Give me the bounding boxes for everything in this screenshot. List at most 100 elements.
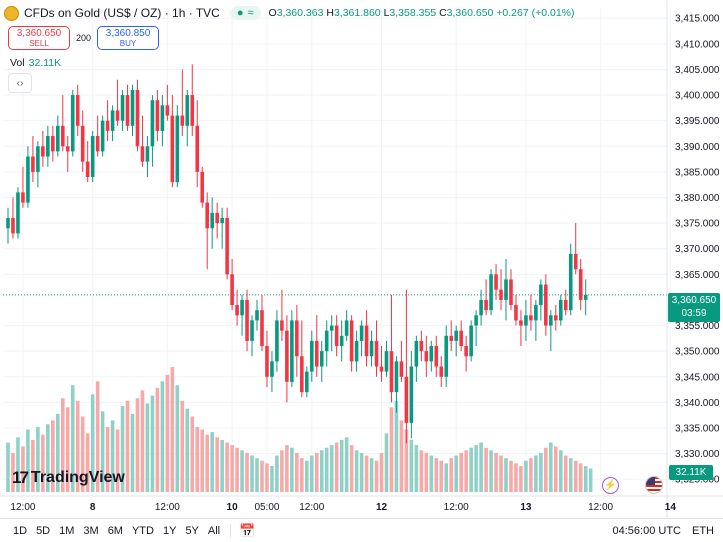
candle-body [80, 125, 85, 162]
timeframe-ytd[interactable]: YTD [131, 524, 154, 537]
candle-body [583, 294, 588, 300]
candle-body [130, 89, 135, 126]
candle-body [484, 299, 488, 311]
utc-clock[interactable]: 04:56:00 UTC [612, 524, 681, 537]
candle-body [384, 351, 389, 372]
volume-bar [539, 452, 543, 492]
time-tick-label: 12:00 [155, 502, 180, 513]
candle-body [225, 217, 229, 275]
volume-bar [175, 385, 180, 492]
volume-bar [195, 426, 200, 492]
timeframe-3m[interactable]: 3M [83, 524, 99, 537]
volume-bar [444, 463, 449, 492]
volume-bar [145, 403, 150, 492]
price-tick-label: 3,405.000 [675, 65, 720, 76]
volume-bar [424, 452, 429, 492]
volume-bar [190, 416, 195, 492]
candle-body [60, 125, 65, 147]
market-status-pill[interactable]: ● ≈ [229, 6, 261, 20]
volume-bar [51, 420, 55, 492]
volume-bar [16, 437, 20, 492]
low-value: 3,358.355 [389, 7, 437, 19]
candle-body [85, 161, 90, 178]
timeframe-1m[interactable]: 1M [59, 524, 75, 537]
candle-body [424, 351, 429, 362]
timeframe-6m[interactable]: 6M [107, 524, 123, 537]
volume-bar [329, 445, 334, 492]
timeframe-all[interactable]: All [207, 524, 221, 537]
candle-body [295, 320, 299, 357]
candle-body [578, 269, 583, 300]
candle-body [414, 340, 419, 367]
candle-body [200, 171, 205, 203]
volume-bar [235, 447, 239, 492]
currency-label[interactable]: ETH [692, 524, 714, 537]
candle-body [314, 340, 319, 367]
candle-body [120, 95, 125, 121]
candle-body [509, 279, 513, 306]
price-tick-label: 3,395.000 [675, 116, 720, 127]
volume-bar [409, 439, 414, 492]
candle-body [165, 105, 170, 116]
volume-bar [544, 447, 548, 492]
volume-bar [150, 395, 155, 492]
volume-bar [474, 445, 478, 492]
candle-body [459, 330, 463, 347]
price-tick-label: 3,365.000 [675, 270, 720, 281]
candle-body [439, 366, 444, 377]
candle-body [46, 136, 50, 157]
candle-body [389, 351, 394, 393]
volume-bar [36, 426, 40, 492]
volume-bar [489, 450, 493, 492]
chart-header: CFDs on Gold (US$ / OZ) · 1h · TVC ● ≈ O… [4, 4, 575, 22]
volume-bar [60, 398, 65, 492]
volume-bar [56, 413, 60, 492]
volume-bar [499, 455, 503, 492]
volume-bar [305, 460, 309, 492]
volume-bar [160, 381, 165, 492]
timeframe-1y[interactable]: 1Y [162, 524, 177, 537]
candle-body [230, 274, 234, 306]
volume-bar [414, 445, 419, 492]
candle-body [215, 212, 219, 224]
sell-button[interactable]: 3,360.650 SELL [8, 26, 70, 50]
us-flag-icon[interactable] [645, 476, 663, 494]
volume-bar [389, 407, 394, 492]
buy-button[interactable]: 3,360.850 BUY [97, 26, 160, 50]
candle-body [290, 320, 294, 382]
volume-bar [215, 437, 219, 492]
volume-bar [563, 455, 568, 492]
open-value: 3,360.363 [276, 7, 324, 19]
events-lightning-icon[interactable]: ⚡ [602, 477, 619, 494]
candle-body [280, 320, 284, 331]
candle-body [26, 156, 30, 203]
calendar-icon[interactable]: 📅 [239, 522, 256, 538]
volume-bar [464, 450, 468, 492]
volume-bar [250, 455, 254, 492]
sell-label: SELL [29, 38, 49, 48]
volume-bar [75, 400, 80, 492]
volume-bar [588, 468, 593, 492]
volume-bar [11, 452, 15, 492]
candle-body [6, 217, 10, 229]
candle-body [260, 310, 264, 347]
volume-bar [314, 452, 319, 492]
volume-bar [165, 374, 170, 492]
candle-body [180, 115, 185, 126]
candle-body [489, 274, 493, 311]
timeframe-1d[interactable]: 1D [13, 524, 28, 537]
candle-body [339, 335, 344, 347]
volume-bar [135, 398, 140, 492]
candle-body [449, 335, 454, 341]
timeframe-5y[interactable]: 5Y [185, 524, 199, 537]
timeframe-5d[interactable]: 5D [36, 524, 51, 537]
volume-bar [549, 442, 553, 492]
tradingview-logo[interactable]: 17 TradingView [12, 468, 125, 488]
volume-bar [105, 426, 110, 492]
volume-bar [245, 452, 249, 492]
price-chart[interactable]: 3,415.000 3,410.000 3,405.000 3,400.000 3,39… [0, 0, 723, 518]
symbol-title[interactable]: CFDs on Gold (US$ / OZ) · 1h · TVC [24, 6, 220, 20]
volume-bar [583, 465, 588, 492]
candle-body [275, 320, 279, 362]
collapse-legend-button[interactable]: ‹› [8, 73, 32, 93]
